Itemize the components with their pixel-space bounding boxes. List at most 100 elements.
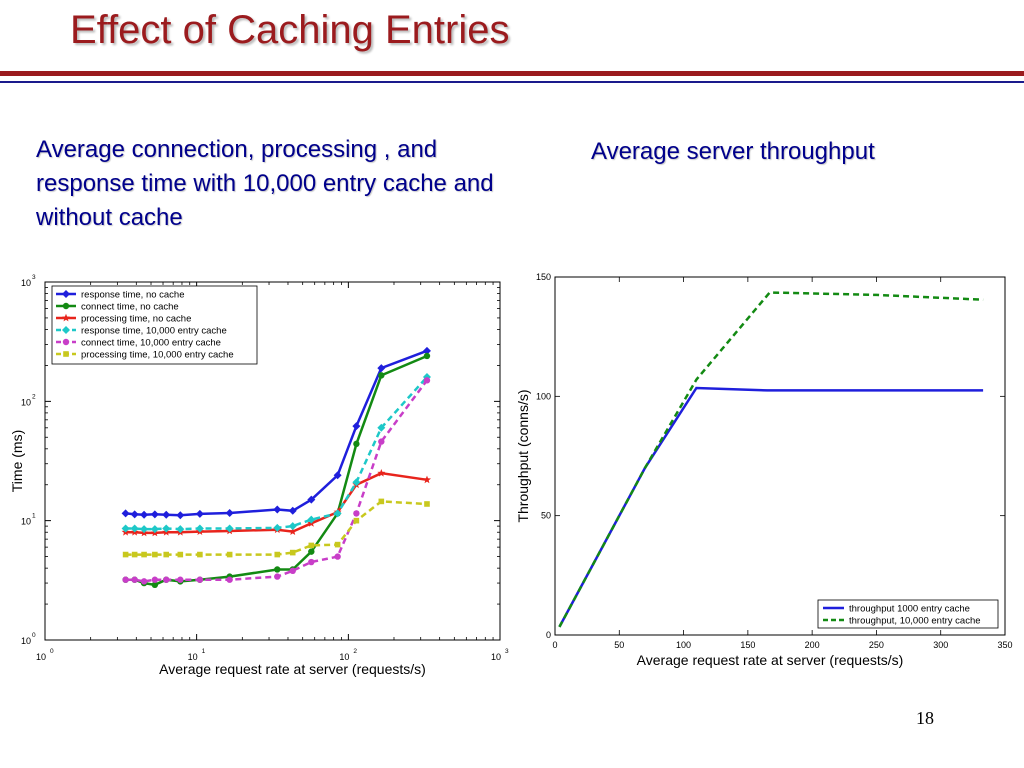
- series-6: [122, 498, 430, 558]
- data-point: [122, 576, 129, 583]
- data-point: [353, 440, 360, 448]
- data-point: [140, 510, 149, 519]
- x-tick-label: 150: [740, 640, 755, 650]
- data-point: [288, 522, 297, 531]
- data-point: [151, 576, 159, 583]
- data-point: [274, 573, 281, 580]
- data-point: [422, 346, 431, 355]
- legend-marker: [62, 313, 70, 322]
- data-point: [195, 524, 204, 533]
- data-point: [162, 524, 171, 533]
- x-tick-label: 10: [339, 652, 349, 662]
- y-tick-label-exp: 2: [32, 393, 36, 400]
- x-tick-label: 100: [676, 640, 691, 650]
- x-tick-label: 10: [188, 652, 198, 662]
- y-axis-label: Throughput (conns/s): [515, 389, 531, 522]
- data-point: [225, 524, 234, 533]
- x-tick-label: 350: [997, 640, 1012, 650]
- legend-label: connect time, 10,000 entry cache: [81, 338, 221, 349]
- data-point: [273, 505, 282, 514]
- data-point: [130, 510, 139, 519]
- data-point: [177, 576, 184, 583]
- data-point: [423, 475, 431, 484]
- x-tick-label: 50: [614, 640, 624, 650]
- data-point: [308, 558, 315, 566]
- y-tick-label: 100: [536, 391, 551, 401]
- data-point: [352, 478, 361, 487]
- data-point: [423, 352, 431, 360]
- data-point: [163, 551, 170, 558]
- x-tick-label-exp: 3: [505, 648, 509, 655]
- data-point: [273, 523, 282, 532]
- y-tick-label-exp: 0: [32, 632, 36, 639]
- x-tick-label: 300: [933, 640, 948, 650]
- data-point: [288, 527, 297, 535]
- legend-marker: [63, 351, 69, 357]
- caption-right: Average server throughput: [591, 138, 875, 165]
- series-5: [122, 377, 431, 585]
- data-point: [162, 510, 171, 519]
- legend-label: processing time, 10,000 entry cache: [81, 350, 234, 361]
- data-point: [196, 576, 204, 583]
- y-tick-label-exp: 3: [32, 274, 36, 281]
- x-tick-label: 10: [36, 652, 46, 662]
- data-point: [140, 578, 148, 585]
- y-tick-label: 10: [21, 397, 31, 407]
- title-rule-thick: [0, 71, 1024, 76]
- legend-label: throughput, 10,000 entry cache: [849, 616, 981, 627]
- y-tick-label-exp: 1: [32, 513, 36, 520]
- data-point: [333, 509, 342, 518]
- data-point: [225, 508, 234, 517]
- x-tick-label-exp: 0: [50, 648, 54, 655]
- data-point: [378, 438, 385, 445]
- caption-left: Average connection, processing , and res…: [36, 136, 494, 231]
- data-point: [307, 515, 316, 524]
- x-axis-label: Average request rate at server (requests…: [637, 652, 904, 668]
- legend-label: response time, no cache: [81, 290, 185, 301]
- data-point: [152, 551, 158, 558]
- data-point: [140, 525, 149, 534]
- legend-label: response time, 10,000 entry cache: [81, 326, 227, 337]
- data-point: [289, 549, 296, 556]
- title-rule-thin: [0, 81, 1024, 83]
- data-point: [353, 517, 360, 524]
- data-point: [163, 576, 170, 583]
- data-point: [226, 576, 233, 583]
- series-line: [558, 291, 984, 628]
- data-point: [423, 377, 431, 384]
- data-point: [150, 510, 159, 519]
- data-point: [176, 525, 185, 534]
- data-point: [308, 548, 315, 555]
- plot-frame: [554, 276, 1006, 636]
- data-point: [378, 498, 385, 505]
- y-tick-label: 0: [546, 630, 551, 640]
- y-tick-label: 150: [536, 272, 551, 282]
- data-point: [333, 471, 342, 480]
- x-tick-label: 10: [491, 652, 501, 662]
- data-point: [197, 551, 203, 558]
- y-tick-label: 10: [21, 636, 31, 646]
- data-point: [150, 525, 159, 534]
- legend-label: throughput 1000 entry cache: [849, 604, 970, 615]
- x-tick-label-exp: 1: [202, 648, 206, 655]
- x-tick-label: 250: [869, 640, 884, 650]
- x-tick-label: 200: [805, 640, 820, 650]
- data-point: [151, 581, 159, 589]
- legend-box: [817, 599, 999, 629]
- legend-marker: [62, 290, 70, 298]
- y-tick-label: 10: [21, 517, 31, 527]
- series-1: [121, 346, 431, 520]
- data-point: [377, 469, 386, 477]
- data-point: [131, 576, 138, 583]
- legend-marker: [62, 338, 70, 346]
- data-point: [307, 495, 316, 504]
- data-point: [424, 501, 430, 507]
- y-tick-label: 10: [21, 278, 31, 288]
- data-point: [226, 551, 233, 558]
- y-axis-label: Time (ms): [9, 430, 25, 492]
- data-point: [352, 422, 361, 431]
- slide-title: Effect of Caching Entries: [70, 8, 510, 52]
